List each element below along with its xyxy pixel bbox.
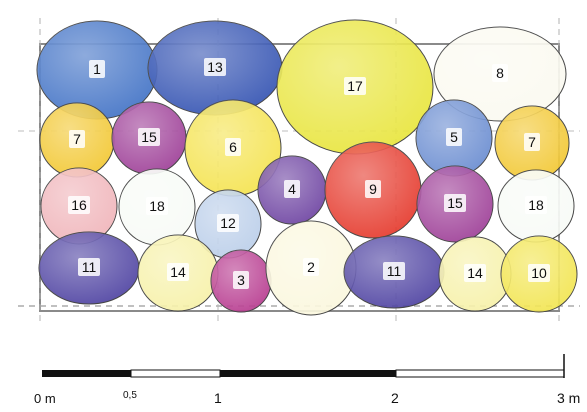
- plant-label: 14: [170, 264, 186, 280]
- scale-seg-2: [130, 369, 221, 378]
- plant-label: 15: [141, 129, 157, 145]
- plant-label-bg: [217, 214, 239, 232]
- plant-label-bg: [167, 263, 189, 281]
- plant-label: 7: [73, 131, 81, 147]
- plant-groups: 1 13 17 8 7 15 6 5 7 16 18 12 4 9 15 18 11 14 3 2 11 14 10: [36, 19, 578, 316]
- plant-label-bg: [464, 264, 486, 282]
- plant-label: 11: [387, 263, 402, 279]
- plant-label: 11: [82, 259, 97, 275]
- scale-label-1: 1: [214, 390, 222, 406]
- plant-label-bg: [69, 130, 85, 148]
- scale-label-05: 0,5: [123, 390, 137, 401]
- plant-label: 12: [220, 215, 236, 231]
- plant-label: 18: [528, 197, 544, 213]
- plant-label-bg: [525, 196, 547, 214]
- plant-label-bg: [284, 180, 300, 198]
- plant-group-11: 11: [38, 231, 140, 305]
- plant-group-6: 6: [184, 99, 282, 197]
- plant-label-bg: [68, 196, 90, 214]
- plant-group-18: 18: [118, 168, 196, 246]
- plant-label-bg: [138, 128, 160, 146]
- plant-label: 17: [347, 78, 363, 94]
- scale-seg-3: [220, 370, 396, 377]
- plant-group-17: 17: [276, 19, 434, 155]
- plant-group-15: 15: [416, 165, 494, 243]
- plant-label: 7: [528, 134, 536, 150]
- plant-label-bg: [492, 64, 508, 82]
- plant-label: 9: [369, 181, 377, 197]
- plant-label-bg: [528, 264, 550, 282]
- plant-group-11: 11: [343, 235, 445, 309]
- plant-label-bg: [78, 258, 100, 276]
- plant-label-bg: [146, 197, 168, 215]
- plant-group-16: 16: [40, 167, 118, 245]
- plant-label-bg: [344, 77, 366, 95]
- plant-label: 15: [447, 195, 463, 211]
- plant-group-14: 14: [137, 234, 219, 312]
- plant-label-bg: [303, 258, 319, 276]
- plant-label-bg: [444, 194, 466, 212]
- plant-label: 8: [496, 65, 504, 81]
- plant-group-15: 15: [111, 101, 187, 175]
- plant-group-18: 18: [497, 169, 575, 243]
- scale-bar: 0 m 0,5 1 2 3 m: [34, 354, 580, 406]
- plant-group-13: 13: [147, 20, 283, 116]
- plant-group-12: 12: [194, 189, 262, 259]
- plant-label: 5: [450, 129, 458, 145]
- scale-label-0m: 0 m: [34, 391, 56, 406]
- plant-label: 3: [237, 272, 245, 288]
- plant-group-7: 7: [494, 105, 570, 181]
- plant-label-bg: [446, 128, 462, 146]
- scale-seg-4: [395, 369, 565, 378]
- plant-label: 2: [307, 259, 315, 275]
- plant-label: 10: [531, 265, 547, 281]
- plant-label: 18: [149, 198, 165, 214]
- plant-group-4: 4: [257, 155, 327, 225]
- plant-label-bg: [89, 60, 105, 78]
- plant-label: 14: [467, 265, 483, 281]
- plant-group-1: 1: [36, 20, 158, 120]
- plant-label-bg: [524, 133, 540, 151]
- plant-group-7: 7: [39, 102, 115, 178]
- plant-label-bg: [383, 262, 405, 280]
- plant-group-9: 9: [324, 141, 422, 239]
- scale-label-2: 2: [391, 390, 399, 406]
- plant-label-bg: [233, 271, 249, 289]
- plant-label-bg: [204, 58, 226, 76]
- plant-group-5: 5: [415, 99, 493, 177]
- plant-label-bg: [225, 138, 241, 156]
- plant-label: 16: [71, 197, 87, 213]
- scale-label-3m: 3 m: [557, 390, 580, 406]
- plant-label-bg: [365, 180, 381, 198]
- plant-group-8: 8: [433, 26, 567, 122]
- plant-label: 4: [288, 181, 296, 197]
- plant-group-3: 3: [210, 249, 272, 313]
- plant-label: 1: [93, 61, 101, 77]
- scale-seg-1: [42, 370, 131, 377]
- plant-label: 13: [207, 59, 223, 75]
- plant-group-2: 2: [265, 220, 357, 316]
- plant-label: 6: [229, 139, 237, 155]
- plant-group-10: 10: [500, 235, 578, 313]
- plant-group-14: 14: [438, 236, 512, 312]
